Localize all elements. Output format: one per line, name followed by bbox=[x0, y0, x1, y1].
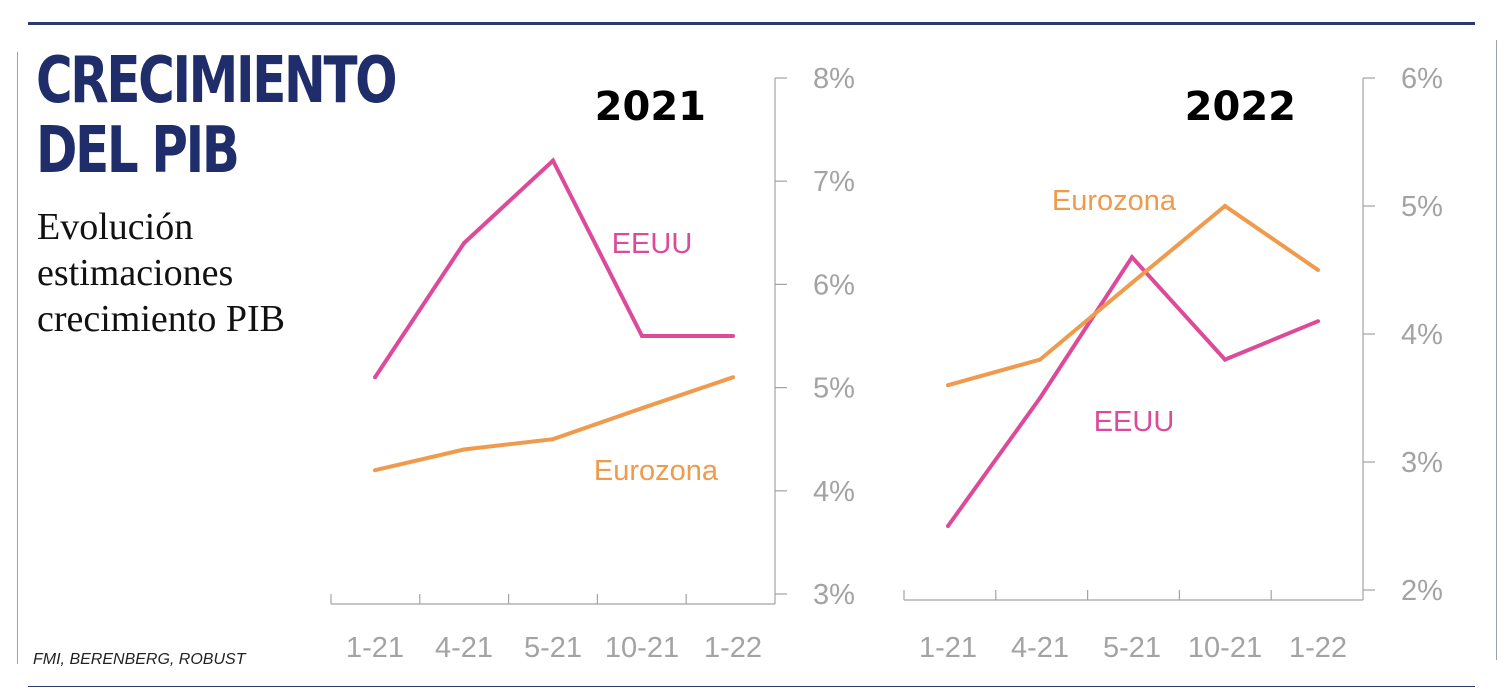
chart-title-2022: 2022 bbox=[1185, 84, 1296, 130]
x-tick-label: 4-21 bbox=[435, 632, 493, 664]
data-point-eurozona bbox=[1223, 204, 1227, 208]
x-tick-label: 1-22 bbox=[704, 632, 762, 664]
data-point-eurozona bbox=[462, 447, 466, 452]
data-point-eurozona bbox=[1130, 280, 1134, 285]
data-point-eeuu bbox=[462, 241, 466, 246]
x-tick-label: 4-21 bbox=[1011, 632, 1069, 664]
data-point-eeuu bbox=[731, 334, 735, 338]
data-point-eeuu bbox=[640, 334, 644, 338]
right-rule bbox=[1496, 40, 1497, 660]
data-point-eurozona bbox=[1316, 268, 1320, 272]
data-point-eurozona bbox=[373, 468, 377, 473]
data-point-eurozona bbox=[640, 406, 644, 411]
data-point-eurozona bbox=[1038, 357, 1042, 362]
bottom-rule bbox=[28, 686, 1475, 687]
data-point-eurozona bbox=[551, 437, 555, 442]
x-tick-label: 10-21 bbox=[605, 632, 679, 664]
x-tick-label: 1-22 bbox=[1289, 632, 1347, 664]
series-label-eeuu: EEUU bbox=[1094, 406, 1175, 438]
x-tick-label: 1-21 bbox=[346, 632, 404, 664]
series-label-eurozona: Eurozona bbox=[1052, 185, 1177, 217]
y-tick-label: 7% bbox=[813, 166, 855, 198]
chart-title-2021: 2021 bbox=[595, 84, 706, 130]
series-line-eurozona bbox=[947, 203, 1320, 388]
data-point-eeuu bbox=[373, 375, 377, 380]
y-tick-label: 4% bbox=[813, 476, 855, 508]
y-tick-label: 6% bbox=[813, 269, 855, 301]
source-credit: FMI, BERENBERG, ROBUST bbox=[33, 651, 246, 668]
y-tick-label: 5% bbox=[813, 373, 855, 405]
subtitle: Evolución estimaciones crecimiento PIB bbox=[37, 206, 285, 340]
y-tick-label: 4% bbox=[1401, 319, 1443, 351]
data-point-eurozona bbox=[946, 383, 950, 388]
series-label-eurozona: Eurozona bbox=[594, 455, 719, 487]
x-tick-label: 1-21 bbox=[919, 632, 977, 664]
title-line-2: DEL PIB bbox=[36, 114, 240, 188]
data-point-eeuu bbox=[551, 158, 555, 163]
x-tick-label: 5-21 bbox=[1103, 632, 1161, 664]
y-tick-label: 3% bbox=[1401, 447, 1443, 479]
series-label-eeuu: EEUU bbox=[612, 228, 693, 260]
y-tick-label: 3% bbox=[813, 579, 855, 611]
title-line-1: CRECIMIENTO bbox=[36, 44, 398, 118]
top-rule bbox=[28, 22, 1475, 25]
page-title: CRECIMIENTO DEL PIB bbox=[36, 44, 398, 188]
y-tick-label: 6% bbox=[1401, 63, 1443, 95]
data-point-eeuu bbox=[1038, 396, 1042, 400]
y-tick-label: 8% bbox=[813, 63, 855, 95]
data-point-eeuu bbox=[1316, 319, 1320, 324]
data-point-eeuu bbox=[946, 524, 950, 528]
y-tick-label: 5% bbox=[1401, 191, 1443, 223]
y-tick-label: 2% bbox=[1401, 575, 1443, 607]
data-point-eeuu bbox=[1130, 255, 1134, 260]
series-line-eeuu bbox=[373, 157, 733, 379]
x-tick-label: 10-21 bbox=[1188, 632, 1262, 664]
data-point-eurozona bbox=[731, 375, 735, 380]
x-tick-label: 5-21 bbox=[524, 632, 582, 664]
data-point-eeuu bbox=[1223, 357, 1227, 362]
left-rule bbox=[17, 52, 18, 664]
series-line-eeuu bbox=[946, 253, 1319, 528]
